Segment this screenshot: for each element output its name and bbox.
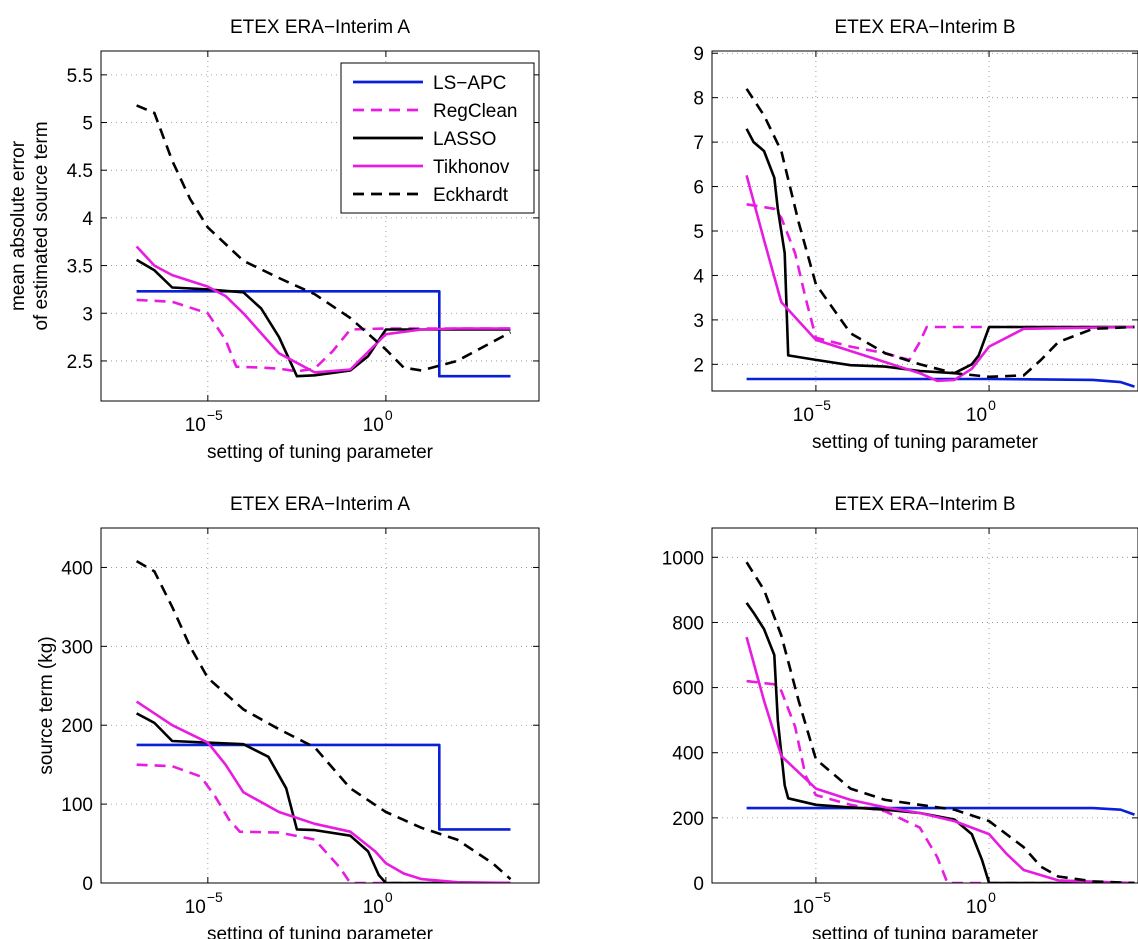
- x-tick-exponent: 0: [385, 407, 393, 423]
- y-tick-label: 5.5: [67, 66, 93, 87]
- x-tick-exponent: 0: [988, 397, 996, 413]
- x-tick-base: 10: [185, 897, 206, 918]
- y-tick-label: 400: [672, 744, 704, 765]
- x-axis-label: setting of tuning parameter: [812, 924, 1039, 939]
- y-tick-label: 200: [61, 716, 93, 737]
- x-tick-label: 10 −5: [185, 407, 223, 436]
- y-tick-label: 800: [672, 613, 704, 634]
- legend-label: LS−APC: [433, 73, 506, 94]
- y-tick-label: 4: [82, 209, 93, 230]
- y-axis-label: mean absolute error: [8, 140, 29, 311]
- y-tick-label: 3.5: [67, 257, 93, 278]
- x-tick-base: 10: [793, 897, 814, 918]
- x-tick-base: 10: [966, 897, 987, 918]
- x-tick-label: 10 −5: [793, 889, 831, 918]
- x-tick-base: 10: [363, 897, 384, 918]
- x-tick-exponent: −5: [815, 889, 831, 905]
- y-tick-label: 2: [693, 355, 704, 376]
- chart-title: ETEX ERA−Interim B: [834, 494, 1015, 515]
- chart-title: ETEX ERA−Interim A: [230, 17, 410, 38]
- x-tick-base: 10: [185, 415, 206, 436]
- x-tick-label: 10 −5: [185, 889, 223, 918]
- x-axis-label: setting of tuning parameter: [812, 432, 1039, 453]
- y-tick-label: 9: [693, 44, 704, 65]
- legend-label: Eckhardt: [433, 185, 509, 206]
- x-tick-base: 10: [363, 415, 384, 436]
- x-tick-exponent: −5: [815, 397, 831, 413]
- y-tick-label: 5: [82, 114, 93, 135]
- x-tick-label: 10 0: [966, 397, 996, 426]
- y-tick-label: 0: [693, 874, 704, 895]
- y-tick-label: 300: [61, 637, 93, 658]
- legend-label: LASSO: [433, 129, 496, 150]
- y-tick-label: 5: [693, 222, 704, 243]
- y-axis-label: of estimated source term: [31, 121, 52, 330]
- y-tick-label: 1000: [662, 548, 704, 569]
- legend: LS−APC RegClean LASSO Tikhonov Eckhardt: [341, 63, 534, 213]
- x-tick-label: 10 0: [966, 889, 996, 918]
- plot-area: [712, 51, 1138, 391]
- y-tick-label: 200: [672, 809, 704, 830]
- y-tick-label: 6: [693, 178, 704, 199]
- y-axis-label: source term (kg): [36, 636, 57, 774]
- x-tick-exponent: −5: [207, 889, 223, 905]
- legend-label: RegClean: [433, 101, 518, 122]
- chart-title: ETEX ERA−Interim B: [834, 17, 1015, 38]
- y-tick-label: 4.5: [67, 161, 93, 182]
- x-axis-label: setting of tuning parameter: [207, 924, 434, 939]
- y-tick-label: 400: [61, 558, 93, 579]
- y-tick-label: 0: [82, 874, 93, 895]
- x-tick-label: 10 −5: [793, 397, 831, 426]
- y-tick-label: 8: [693, 89, 704, 110]
- x-tick-exponent: 0: [385, 889, 393, 905]
- y-tick-label: 600: [672, 679, 704, 700]
- y-tick-label: 2.5: [67, 352, 93, 373]
- x-tick-exponent: 0: [988, 889, 996, 905]
- x-axis-label: setting of tuning parameter: [207, 442, 434, 463]
- x-tick-label: 10 0: [363, 889, 393, 918]
- y-tick-label: 3: [82, 304, 93, 325]
- x-tick-exponent: −5: [207, 407, 223, 423]
- y-tick-label: 3: [693, 311, 704, 332]
- x-tick-label: 10 0: [363, 407, 393, 436]
- chart-title: ETEX ERA−Interim A: [230, 494, 410, 515]
- y-tick-label: 100: [61, 795, 93, 816]
- y-tick-label: 4: [693, 266, 704, 287]
- x-tick-base: 10: [793, 405, 814, 426]
- x-tick-base: 10: [966, 405, 987, 426]
- legend-label: Tikhonov: [433, 157, 510, 178]
- y-tick-label: 7: [693, 133, 704, 154]
